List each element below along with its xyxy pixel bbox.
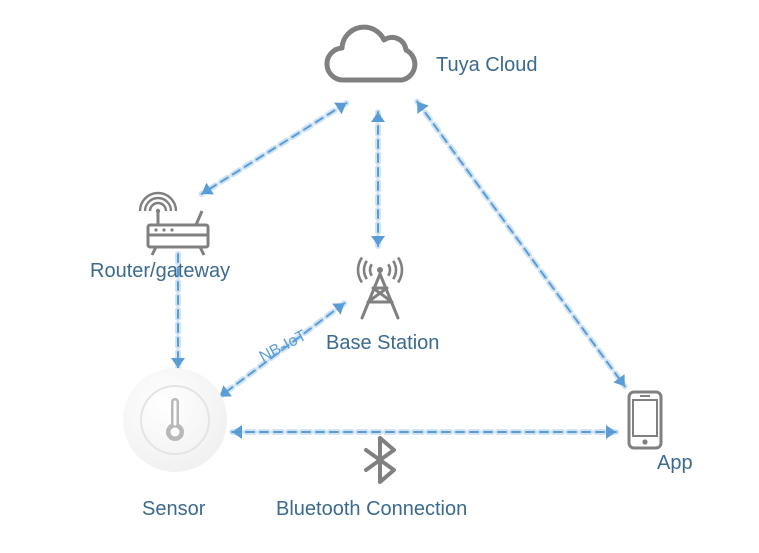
router-icon [140,193,208,255]
app-phone-icon [629,392,661,448]
label-base_station: Base Station [326,332,439,355]
label-bluetooth: Bluetooth Connection [276,498,467,521]
label-sensor: Sensor [142,498,205,521]
sensor-icon [123,368,227,472]
cloud-icon [327,27,415,80]
bluetooth-icon [366,438,394,482]
label-app: App [657,452,693,475]
label-router: Router/gateway [90,260,230,283]
label-cloud: Tuya Cloud [436,54,538,77]
base-station-icon [358,257,402,318]
